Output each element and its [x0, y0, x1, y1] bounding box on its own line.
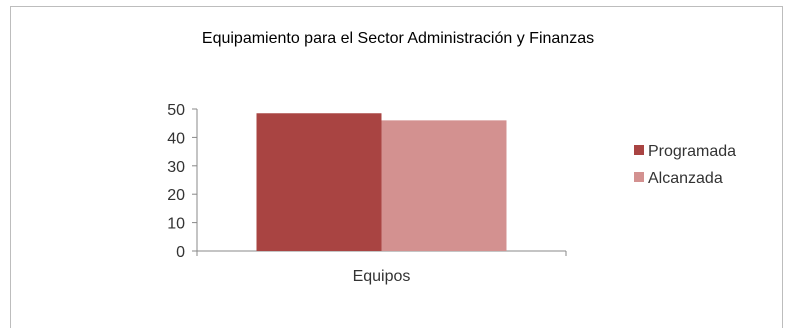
y-tick-label: 20 — [167, 187, 185, 204]
y-tick-label: 50 — [167, 102, 185, 119]
y-tick-label: 10 — [167, 216, 185, 233]
y-tick-label: 40 — [167, 130, 185, 147]
category-label: Equipos — [353, 268, 411, 285]
y-tick-label: 0 — [176, 244, 185, 261]
y-ticks: 0 10 20 30 40 50 — [167, 102, 567, 261]
y-tick-label: 30 — [167, 159, 185, 176]
legend-label-programada: Programada — [648, 143, 736, 160]
bar-programada — [256, 113, 382, 251]
category-labels: Equipos — [353, 268, 411, 285]
bar-alcanzada — [381, 120, 507, 251]
chart-title: Equipamiento para el Sector Administraci… — [202, 30, 594, 47]
bars — [256, 113, 507, 251]
legend-swatch-alcanzada — [634, 172, 644, 182]
legend: Programada Alcanzada — [634, 143, 736, 187]
legend-label-alcanzada: Alcanzada — [648, 170, 723, 187]
legend-swatch-programada — [634, 145, 644, 155]
